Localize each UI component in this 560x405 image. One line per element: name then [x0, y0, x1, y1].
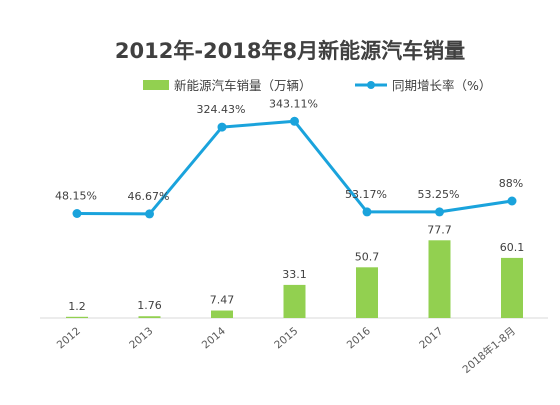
- line-data-labels: 48.15% 46.67% 324.43% 343.11% 53.17% 53.25% 88…: [55, 97, 523, 203]
- bar-label-0: 1.2: [68, 300, 86, 313]
- line-point-4: [362, 207, 372, 217]
- x-tick-label-2: 2014: [200, 325, 228, 352]
- bar-label-6: 60.1: [500, 241, 525, 254]
- legend-swatch-marker: [367, 81, 375, 89]
- legend-label-growth: 同期增长率（%）: [392, 78, 491, 93]
- bar-label-3: 33.1: [282, 268, 307, 281]
- line-label-3: 343.11%: [269, 97, 318, 110]
- legend: 新能源汽车销量（万辆） 同期增长率（%）: [143, 78, 491, 93]
- chart-title: 2012年-2018年8月新能源汽车销量: [115, 39, 465, 63]
- bar-0: [66, 316, 88, 318]
- line-label-5: 53.25%: [418, 188, 460, 201]
- x-tick-label-3: 2015: [272, 325, 300, 351]
- x-tick-label-4: 2016: [345, 325, 373, 352]
- bar-label-5: 77.7: [427, 223, 452, 236]
- x-axis-ticks: 2012 2013 2014 2015 2016 2017 2018年1-8月: [55, 324, 518, 376]
- bar-label-2: 7.47: [210, 294, 235, 307]
- line-label-2: 324.43%: [197, 103, 246, 116]
- bar-5: [428, 240, 451, 318]
- x-tick-label-1: 2013: [127, 325, 155, 351]
- bar-6: [501, 257, 523, 318]
- line-point-1: [145, 209, 154, 219]
- legend-label-sales: 新能源汽车销量（万辆）: [174, 78, 312, 93]
- bar-2: [211, 310, 233, 318]
- x-tick-label-6: 2018年1-8月: [460, 324, 518, 376]
- line-label-6: 88%: [499, 177, 523, 190]
- line-label-4: 53.17%: [345, 188, 387, 201]
- line-point-2: [217, 122, 227, 132]
- bar-label-4: 50.7: [355, 250, 380, 263]
- line-point-6: [507, 196, 517, 206]
- x-tick-label-5: 2017: [417, 325, 445, 351]
- bar-data-labels: 1.2 1.76 7.47 33.1 50.7 77.7 60.1: [68, 223, 524, 312]
- line-label-0: 48.15%: [55, 190, 97, 203]
- line-label-1: 46.67%: [128, 190, 170, 203]
- bar-4: [356, 267, 378, 318]
- bar-label-1: 1.76: [137, 299, 162, 312]
- bar-1: [138, 316, 161, 318]
- bar-3: [283, 284, 306, 318]
- line-point-0: [72, 209, 82, 218]
- line-points: [72, 116, 517, 219]
- bar-series: [66, 240, 523, 318]
- legend-swatch-bar: [143, 80, 169, 90]
- line-point-5: [435, 207, 444, 217]
- x-tick-label-0: 2012: [55, 325, 83, 351]
- line-point-3: [290, 116, 299, 126]
